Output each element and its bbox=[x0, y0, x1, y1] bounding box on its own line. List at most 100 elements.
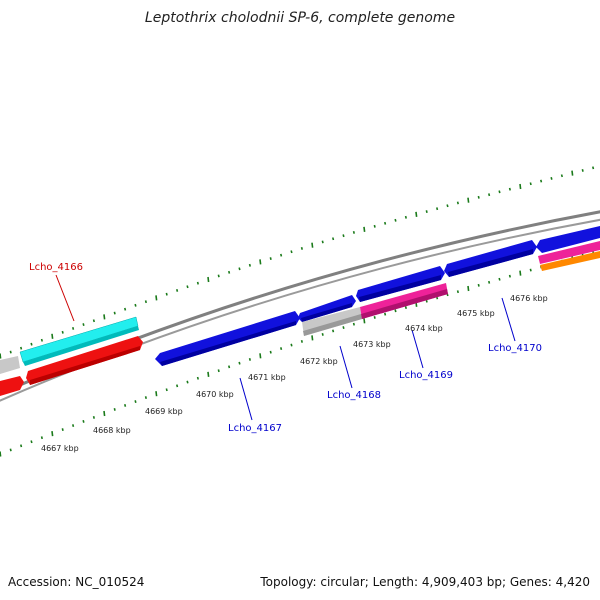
tick-mark bbox=[280, 253, 283, 257]
gene-label-lcho-4169[interactable]: Lcho_4169 bbox=[399, 370, 453, 381]
gene-label-lcho-4166[interactable]: Lcho_4166 bbox=[29, 262, 83, 273]
tick-mark bbox=[477, 195, 480, 199]
tick-mark bbox=[82, 323, 85, 326]
tick-mark bbox=[321, 240, 324, 244]
tick-mark bbox=[155, 391, 158, 397]
gene-red-left-1[interactable] bbox=[26, 336, 143, 385]
gene-red-left-2[interactable] bbox=[0, 376, 24, 396]
scale-label: 4669 kbp bbox=[145, 407, 183, 416]
tick-mark bbox=[40, 436, 43, 440]
gene-lcho-4169[interactable] bbox=[360, 283, 448, 319]
tick-mark bbox=[248, 358, 251, 361]
accession-text: Accession: NC_010524 bbox=[8, 575, 145, 589]
gene-label-lcho-4168[interactable]: Lcho_4168 bbox=[327, 390, 381, 401]
tick-mark bbox=[311, 242, 314, 248]
tick-mark bbox=[155, 295, 158, 301]
tick-mark bbox=[332, 237, 335, 241]
tick-mark bbox=[436, 207, 439, 211]
tick-mark bbox=[560, 174, 563, 178]
tick-mark bbox=[373, 224, 376, 228]
tick-mark bbox=[186, 285, 189, 289]
tick-mark bbox=[238, 361, 241, 365]
tick-mark bbox=[176, 289, 179, 292]
tick-mark bbox=[529, 182, 532, 186]
tick-mark bbox=[529, 268, 532, 272]
tick-mark bbox=[404, 215, 407, 219]
tick-mark bbox=[290, 343, 293, 347]
tick-mark bbox=[352, 231, 355, 234]
tick-mark bbox=[228, 270, 231, 274]
tick-marks bbox=[0, 166, 595, 457]
tick-mark bbox=[592, 166, 595, 170]
tick-mark bbox=[488, 280, 491, 284]
gene-lcho-4168-blue[interactable] bbox=[298, 295, 356, 322]
tick-mark bbox=[477, 283, 480, 287]
tick-mark bbox=[342, 234, 345, 238]
tick-mark bbox=[0, 353, 2, 359]
gene-lcho-4167[interactable] bbox=[155, 311, 300, 366]
scale-label: 4676 kbp bbox=[510, 294, 548, 303]
tick-mark bbox=[259, 259, 262, 265]
tick-mark bbox=[124, 307, 127, 311]
tick-mark bbox=[72, 327, 75, 330]
tick-mark bbox=[581, 169, 584, 172]
gene-label-lcho-4170[interactable]: Lcho_4170 bbox=[488, 343, 542, 354]
genome-title: Leptothrix cholodnii SP-6, complete geno… bbox=[144, 10, 456, 26]
tick-mark bbox=[384, 312, 387, 316]
tick-mark bbox=[519, 183, 522, 190]
gene-blue-mid[interactable] bbox=[356, 266, 445, 302]
tick-mark bbox=[248, 263, 251, 267]
tick-mark bbox=[176, 384, 179, 388]
gene-gray-left[interactable] bbox=[0, 356, 20, 374]
gene-label-lcho-4167[interactable]: Lcho_4167 bbox=[228, 423, 282, 434]
tick-mark bbox=[103, 314, 106, 320]
genome-summary: Topology: circular; Length: 4,909,403 bp… bbox=[260, 575, 590, 589]
tick-mark bbox=[92, 416, 95, 419]
tick-mark bbox=[384, 221, 387, 225]
tick-mark bbox=[144, 396, 147, 399]
tick-mark bbox=[425, 210, 428, 213]
tick-mark bbox=[456, 201, 459, 205]
scale-label: 4675 kbp bbox=[457, 309, 495, 318]
tick-mark bbox=[165, 388, 168, 392]
gene-blue-right[interactable] bbox=[444, 240, 537, 277]
tick-mark bbox=[134, 303, 137, 307]
tick-mark bbox=[20, 346, 23, 350]
tick-mark bbox=[394, 309, 397, 313]
tick-mark bbox=[352, 322, 355, 326]
tick-mark bbox=[82, 420, 85, 423]
tick-mark bbox=[124, 404, 127, 407]
genome-backbone-inner bbox=[0, 218, 600, 402]
tick-mark bbox=[290, 250, 293, 254]
tick-mark bbox=[373, 316, 376, 319]
tick-mark bbox=[20, 444, 23, 448]
tick-mark bbox=[300, 247, 303, 250]
tick-mark bbox=[30, 440, 33, 444]
tick-mark bbox=[113, 408, 116, 411]
tick-mark bbox=[186, 380, 189, 384]
tick-mark bbox=[425, 299, 428, 303]
gene-lcho-4166[interactable] bbox=[19, 316, 139, 366]
tick-mark bbox=[9, 350, 12, 354]
tick-mark bbox=[456, 290, 459, 294]
tick-mark bbox=[40, 338, 43, 342]
gene-blue-far-right[interactable] bbox=[536, 226, 600, 253]
gene-lcho-4168-gray[interactable] bbox=[302, 307, 362, 336]
tick-mark bbox=[571, 170, 574, 176]
scale-label: 4673 kbp bbox=[353, 340, 391, 349]
tick-mark bbox=[311, 335, 314, 341]
tick-mark bbox=[72, 424, 75, 427]
tick-mark bbox=[332, 329, 335, 333]
tick-mark bbox=[61, 330, 64, 334]
tick-mark bbox=[217, 369, 220, 373]
scale-label: 4671 kbp bbox=[248, 373, 286, 382]
gene-lcho-4170[interactable] bbox=[538, 241, 600, 271]
tick-mark bbox=[269, 257, 272, 260]
label-leaders bbox=[55, 274, 516, 421]
tick-mark bbox=[134, 400, 137, 403]
tick-mark bbox=[196, 281, 199, 285]
tick-mark bbox=[300, 340, 303, 343]
tick-mark bbox=[342, 326, 345, 329]
tick-mark bbox=[540, 179, 543, 183]
